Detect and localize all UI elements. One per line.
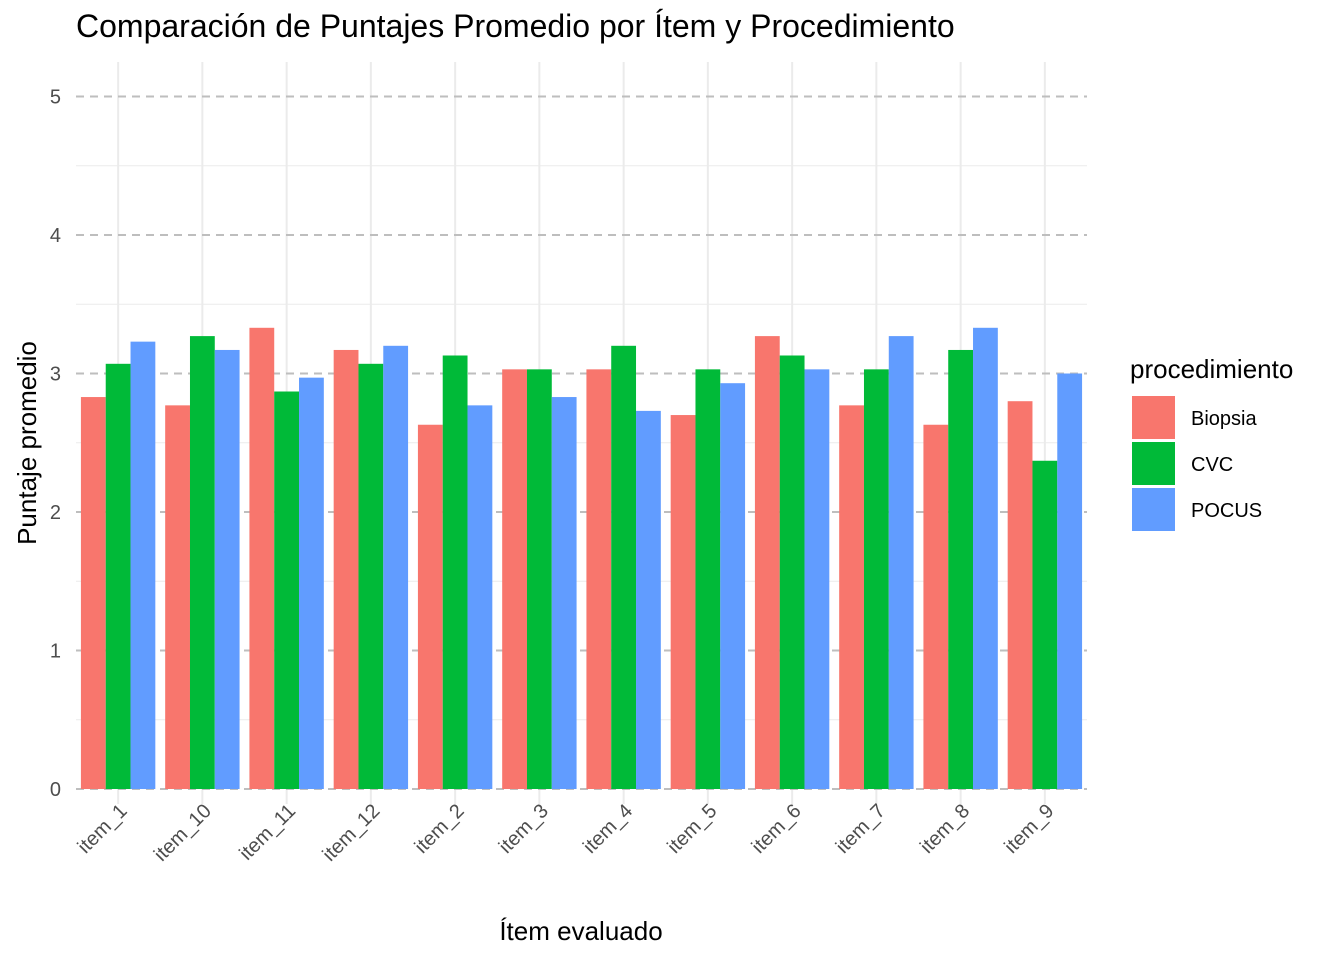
bar-biopsia-item_8 (923, 424, 949, 789)
bar-cvc-item_8 (948, 349, 974, 789)
y-tick-label: 2 (50, 502, 61, 524)
x-tick-label: item_3 (495, 800, 553, 858)
bar-pocus-item_7 (888, 336, 914, 789)
x-axis-title: Ítem evaluado (499, 916, 662, 946)
bar-pocus-item_1 (130, 341, 156, 789)
legend-swatch-cvc (1132, 442, 1175, 485)
bar-biopsia-item_7 (839, 405, 864, 789)
bar-cvc-item_4 (611, 345, 637, 789)
x-tick-label: item_12 (319, 800, 385, 866)
x-tick-label: item_4 (579, 800, 637, 858)
bar-cvc-item_1 (105, 363, 131, 789)
bar-biopsia-item_4 (586, 369, 612, 789)
legend-label-pocus: POCUS (1191, 500, 1262, 522)
legend-label-biopsia: Biopsia (1191, 408, 1257, 430)
bar-pocus-item_6 (804, 369, 830, 789)
x-tick-label: item_11 (235, 800, 300, 865)
bars (80, 327, 1083, 789)
bar-biopsia-item_1 (80, 397, 106, 789)
bar-biopsia-item_12 (333, 349, 359, 789)
bar-pocus-item_9 (1057, 373, 1083, 789)
y-tick-label: 5 (50, 87, 61, 109)
y-axis-title: Puntaje promedio (12, 341, 42, 545)
x-tick-label: item_10 (150, 800, 216, 866)
bar-cvc-item_10 (189, 336, 215, 789)
bar-pocus-item_2 (467, 405, 493, 789)
y-tick-labels: 0 1 2 3 4 5 (50, 87, 61, 802)
legend-swatch-biopsia (1132, 396, 1175, 439)
bar-pocus-item_3 (551, 397, 577, 789)
bar-biopsia-item_10 (165, 405, 190, 789)
x-tick-label: item_2 (411, 800, 469, 858)
bar-cvc-item_12 (358, 363, 384, 789)
bar-pocus-item_4 (636, 410, 661, 789)
bar-pocus-item_12 (383, 345, 409, 789)
bar-cvc-item_5 (695, 369, 721, 789)
legend: procedimiento Biopsia CVC POCUS (1130, 354, 1293, 531)
x-tick-label: item_9 (1000, 800, 1058, 858)
bar-biopsia-item_2 (417, 424, 443, 789)
bar-pocus-item_11 (299, 377, 324, 789)
bar-biopsia-item_5 (670, 415, 696, 789)
x-tick-label: item_1 (74, 800, 132, 858)
legend-swatch-pocus (1132, 488, 1175, 531)
x-tick-labels: item_1 item_10 item_11 item_12 item_2 item_3 i… (74, 800, 1059, 866)
bar-pocus-item_5 (720, 383, 746, 789)
bar-cvc-item_11 (274, 391, 300, 789)
bar-biopsia-item_6 (754, 336, 780, 789)
bar-pocus-item_8 (973, 327, 998, 789)
bar-cvc-item_3 (526, 369, 552, 789)
chart-title: Comparación de Puntajes Promedio por Íte… (76, 8, 955, 44)
bar-biopsia-item_11 (249, 327, 275, 789)
y-tick-label: 4 (50, 225, 61, 247)
bar-cvc-item_6 (779, 355, 805, 789)
y-tick-label: 3 (50, 364, 61, 386)
bar-pocus-item_10 (214, 349, 240, 789)
x-tick-label: item_8 (916, 800, 974, 858)
x-tick-label: item_7 (832, 800, 890, 858)
bar-cvc-item_2 (442, 355, 468, 789)
x-tick-label: item_6 (748, 800, 806, 858)
bar-biopsia-item_9 (1007, 401, 1033, 789)
bar-biopsia-item_3 (502, 369, 527, 789)
x-tick-label: item_5 (663, 800, 721, 858)
legend-title: procedimiento (1130, 354, 1293, 384)
y-tick-label: 0 (50, 779, 61, 801)
bar-cvc-item_7 (863, 369, 889, 789)
y-tick-label: 1 (50, 641, 61, 663)
legend-label-cvc: CVC (1191, 454, 1233, 476)
bar-cvc-item_9 (1032, 460, 1058, 789)
